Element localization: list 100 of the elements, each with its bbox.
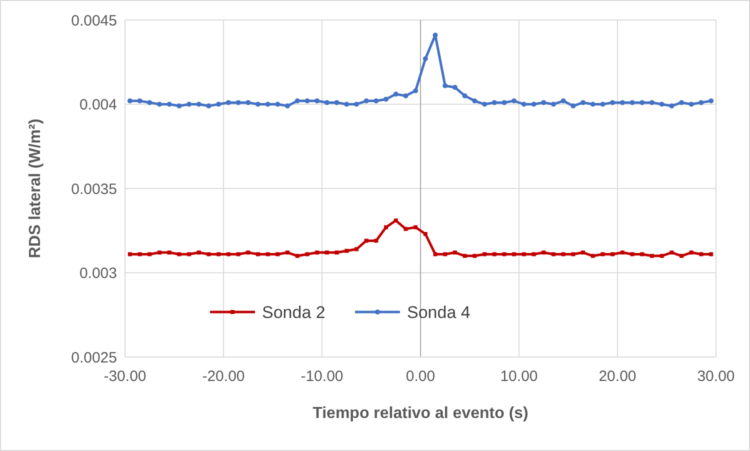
point: [570, 103, 576, 108]
point: [414, 225, 418, 230]
point: [384, 225, 388, 230]
point: [206, 103, 212, 108]
point: [256, 252, 260, 256]
point: [620, 100, 625, 106]
point: [404, 226, 408, 231]
x-tick-label: 30.00: [697, 368, 735, 385]
point: [680, 254, 684, 258]
point: [600, 252, 605, 256]
point: [550, 102, 556, 107]
y-tick-label: 0.004: [79, 96, 117, 114]
point: [670, 250, 674, 255]
point: [669, 103, 674, 108]
point: [196, 102, 202, 107]
point: [640, 252, 644, 256]
point: [442, 83, 448, 88]
point: [344, 102, 350, 107]
point: [187, 252, 192, 256]
point: [482, 252, 487, 256]
point: [403, 93, 408, 98]
x-tick-label: 20.00: [598, 368, 636, 385]
point: [177, 252, 182, 256]
point: [452, 84, 458, 90]
point: [315, 250, 320, 255]
point: [374, 98, 379, 104]
point: [186, 102, 192, 107]
point: [640, 100, 645, 106]
point: [166, 102, 172, 107]
point: [344, 248, 349, 253]
y-tick-label: 0.0045: [71, 12, 117, 30]
y-tick-label: 0.003: [79, 265, 117, 282]
point: [364, 98, 369, 104]
point: [492, 100, 497, 106]
x-tick-label: -20.00: [202, 368, 245, 385]
point: [502, 100, 507, 106]
point: [295, 254, 300, 258]
point: [521, 102, 526, 107]
point: [443, 252, 448, 256]
point: [689, 250, 694, 255]
point: [334, 100, 340, 106]
point: [127, 98, 132, 104]
point: [590, 254, 595, 258]
point: [216, 102, 222, 107]
point: [649, 100, 654, 106]
point: [305, 252, 310, 256]
point: [698, 100, 704, 106]
point: [226, 100, 231, 106]
point: [551, 252, 556, 256]
point: [630, 100, 635, 106]
point: [462, 93, 468, 98]
x-tick-label: 10.00: [500, 368, 538, 385]
point: [314, 98, 320, 104]
point: [265, 102, 270, 107]
point: [206, 252, 211, 256]
point: [679, 100, 684, 106]
point: [285, 103, 290, 108]
point: [620, 250, 624, 255]
x-axis-title: Tiempo relativo al evento (s): [312, 405, 528, 422]
point: [393, 92, 398, 97]
point: [275, 102, 280, 107]
point: [354, 247, 358, 252]
point: [600, 102, 606, 107]
point: [660, 254, 664, 258]
point: [482, 102, 488, 107]
point: [147, 100, 152, 106]
point: [294, 98, 300, 104]
point: [699, 252, 704, 256]
point: [472, 98, 478, 104]
point: [541, 100, 546, 106]
point: [128, 252, 132, 256]
point: [532, 252, 536, 256]
x-tick-label: -10.00: [300, 368, 344, 385]
point: [423, 232, 428, 236]
point: [364, 238, 368, 243]
point: [137, 98, 142, 104]
point: [413, 88, 418, 94]
point: [581, 250, 586, 255]
y-axis-title: RDS lateral (W/m²): [27, 118, 44, 258]
point: [236, 100, 241, 106]
point: [590, 102, 596, 107]
point: [433, 252, 438, 256]
point: [286, 250, 290, 255]
point: [246, 100, 251, 106]
point: [709, 252, 714, 256]
legend-label: Sonda 4: [407, 302, 470, 322]
point: [531, 102, 536, 107]
point: [157, 250, 162, 255]
point: [580, 100, 586, 106]
x-tick-label: 0.00: [406, 368, 436, 385]
point: [324, 250, 329, 255]
point: [659, 102, 664, 107]
point: [512, 98, 517, 104]
point: [688, 102, 694, 107]
point: [276, 252, 280, 256]
point: [354, 102, 359, 107]
point: [452, 250, 457, 255]
point: [374, 238, 378, 243]
point: [394, 218, 398, 223]
point: [650, 254, 654, 258]
